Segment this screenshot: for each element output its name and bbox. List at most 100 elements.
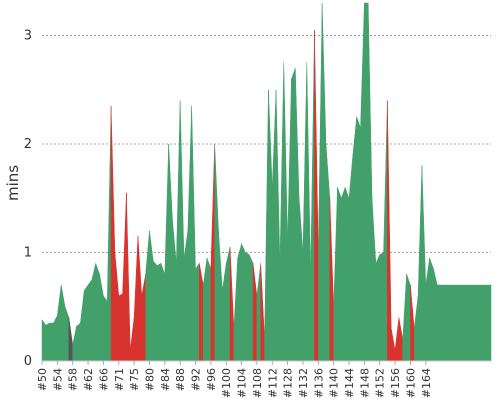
build-duration-segment — [126, 192, 131, 362]
x-tick-label: #128 — [282, 368, 295, 398]
build-duration-segment — [298, 198, 304, 362]
build-duration-segment — [425, 257, 430, 362]
build-duration-segment — [333, 187, 338, 362]
x-tick-label: #152 — [374, 368, 387, 398]
build-duration-segment — [463, 284, 469, 362]
x-tick-label: #160 — [404, 368, 417, 398]
build-duration-segment — [99, 274, 104, 362]
y-tick-label: 0 — [24, 354, 32, 369]
x-tick-label: #144 — [343, 368, 356, 398]
build-duration-segment — [279, 62, 285, 362]
build-duration-segment — [467, 284, 473, 362]
y-tick-label: 3 — [24, 29, 32, 44]
build-duration-segment — [252, 263, 258, 362]
build-duration-segment — [103, 295, 108, 362]
x-tick-label: #66 — [97, 368, 110, 391]
build-duration-segment — [156, 262, 162, 362]
x-tick-label: #108 — [251, 368, 264, 398]
build-duration-segment — [87, 278, 93, 362]
build-duration-segment — [137, 236, 143, 362]
build-duration-segment — [172, 219, 177, 362]
x-tick-label: #58 — [67, 368, 80, 391]
build-duration-segment — [41, 318, 47, 362]
build-duration-segment — [348, 154, 354, 362]
build-duration-segment — [160, 263, 166, 362]
build-duration-segment — [394, 317, 400, 362]
build-duration-segment — [49, 322, 54, 362]
build-duration-segment — [452, 284, 457, 362]
build-duration-segment — [318, 2, 323, 362]
build-duration-segment — [448, 284, 453, 362]
build-duration-segment — [367, 2, 373, 362]
build-duration-segment — [199, 263, 204, 362]
build-duration-segment — [168, 144, 173, 362]
build-duration-segment — [475, 284, 480, 362]
build-duration-segment — [222, 263, 227, 362]
build-duration-segment — [187, 106, 192, 362]
x-tick-label: #96 — [205, 368, 218, 391]
build-duration-segment — [444, 284, 450, 362]
y-axis: 0 1 2 3 — [24, 29, 32, 369]
x-tick-label: #164 — [420, 368, 433, 398]
build-duration-segment — [421, 165, 427, 362]
x-tick-label: #140 — [328, 368, 341, 398]
build-duration-segment — [429, 257, 434, 362]
build-duration-segment — [130, 317, 135, 362]
build-duration-segment — [283, 62, 288, 362]
build-duration-segment — [53, 315, 58, 362]
build-duration-segment — [306, 62, 311, 362]
build-duration-segment — [153, 260, 158, 362]
build-duration-segment — [122, 192, 127, 362]
build-duration-segment — [256, 263, 261, 362]
build-duration-segment — [314, 30, 319, 362]
build-duration-segment — [440, 284, 446, 362]
y-tick-label: 1 — [24, 246, 32, 261]
build-duration-segment — [341, 187, 346, 362]
build-duration-segment — [210, 144, 215, 362]
build-duration-segment — [321, 2, 327, 362]
build-duration-segment — [76, 322, 81, 362]
build-duration-segment — [229, 247, 235, 362]
build-duration-segment — [164, 144, 169, 362]
build-duration-segment — [387, 100, 392, 362]
build-duration-segment — [310, 30, 315, 362]
build-duration-segment — [291, 68, 296, 362]
x-tick-label: #84 — [159, 368, 172, 391]
x-tick-label: #112 — [266, 368, 279, 398]
build-duration-segment — [72, 326, 77, 362]
x-tick-label: #75 — [128, 368, 141, 391]
x-tick-label: #136 — [312, 368, 325, 398]
build-duration-segment — [64, 306, 70, 362]
build-duration-segment — [57, 285, 62, 362]
build-duration-segment — [371, 198, 377, 362]
x-tick-label: #88 — [174, 368, 187, 391]
build-duration-segment — [433, 268, 438, 362]
x-tick-label: #100 — [220, 368, 233, 398]
build-duration-segment — [460, 284, 465, 362]
build-duration-segment — [356, 116, 361, 362]
build-duration-segment — [406, 274, 411, 362]
build-duration-segment — [410, 285, 415, 362]
build-duration-segment — [225, 247, 231, 362]
build-duration-segment — [417, 165, 423, 362]
x-tick-label: #92 — [190, 368, 203, 391]
build-duration-segment — [83, 284, 89, 362]
build-duration-segment — [360, 2, 365, 362]
build-duration-segment — [179, 100, 185, 362]
duration-areas — [41, 2, 492, 362]
build-duration-segment — [325, 144, 331, 362]
build-duration-segment — [149, 230, 154, 362]
build-duration-segment — [383, 100, 388, 362]
build-duration-segment — [218, 230, 223, 362]
build-duration-segment — [133, 236, 139, 362]
x-tick-label: #62 — [82, 368, 95, 391]
build-duration-segment — [413, 295, 419, 362]
build-duration-segment — [456, 284, 461, 362]
build-duration-segment — [145, 230, 150, 362]
build-duration-segment — [214, 144, 219, 362]
build-duration-segment — [248, 254, 254, 362]
build-duration-segment — [272, 89, 277, 362]
x-tick-label: #104 — [236, 368, 249, 398]
build-duration-segment — [268, 89, 273, 362]
